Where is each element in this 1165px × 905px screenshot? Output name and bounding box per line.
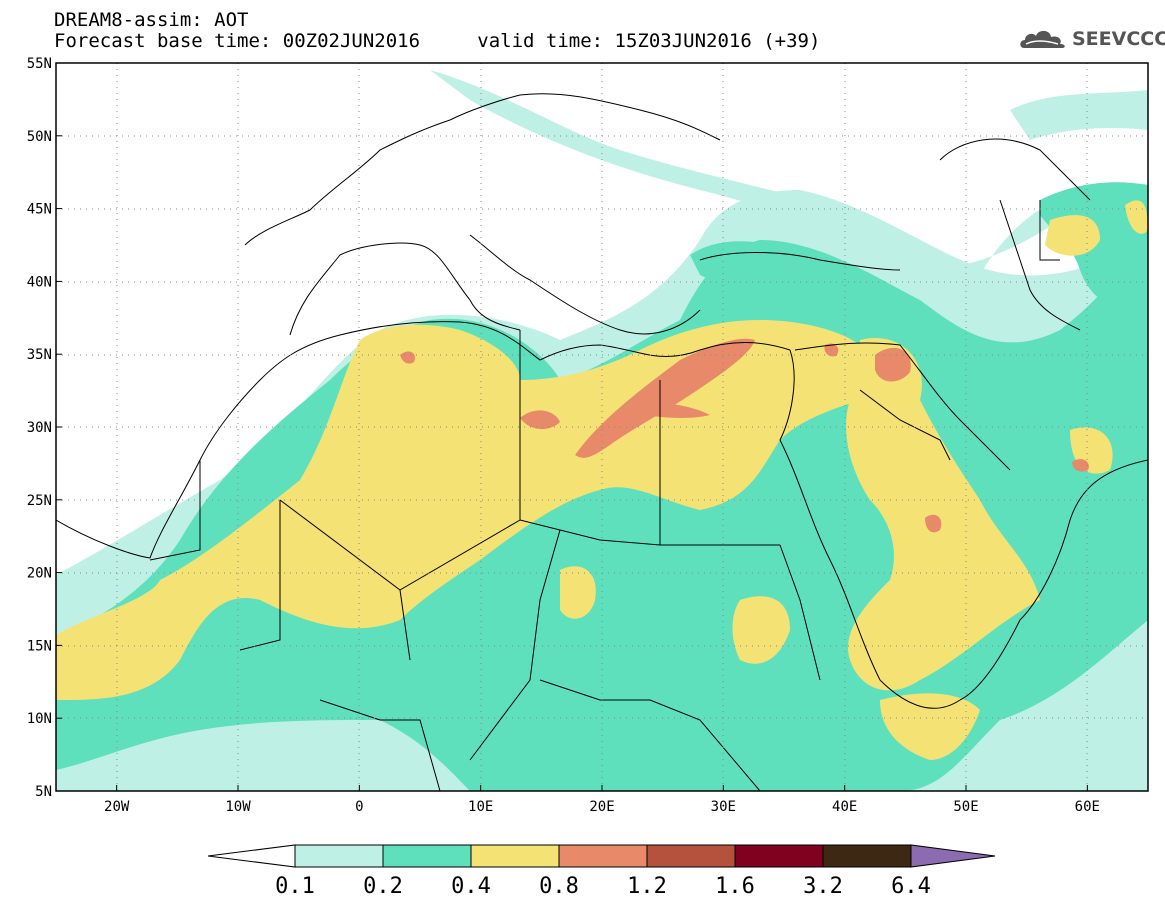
lat-label-50N: 50N (27, 129, 52, 145)
valid-time-text: valid time: 15Z03JUN2016 (+39) (477, 30, 821, 52)
grid-lines (56, 63, 1148, 791)
aot-field (56, 70, 1148, 791)
colorbar-label: 1.6 (715, 874, 755, 899)
lat-label-15N: 15N (27, 638, 52, 654)
colorbar-label: 6.4 (891, 874, 931, 899)
map-title: DREAM8-assim: AOT (54, 9, 249, 31)
lat-label-10N: 10N (27, 711, 52, 727)
lat-label-25N: 25N (27, 493, 52, 509)
colorbar-high-arrow (910, 844, 996, 868)
longitude-labels: 20W 10W 0 10E 20E 30E 40E 50E 60E (104, 785, 1100, 815)
coastlines (56, 93, 1148, 791)
lon-label-0: 0 (355, 799, 363, 815)
lon-label-10E: 10E (468, 799, 493, 815)
colorbar-segment-4 (558, 844, 648, 868)
lat-label-40N: 40N (27, 274, 52, 290)
lat-label-5N: 5N (35, 784, 52, 800)
colorbar-segment-2 (382, 844, 472, 868)
lon-label-60E: 60E (1075, 799, 1100, 815)
colorbar-label: 1.2 (627, 874, 667, 899)
lat-label-55N: 55N (27, 56, 52, 72)
lon-label-10W: 10W (225, 799, 251, 815)
base-time-text: Forecast base time: 00Z02JUN2016 (54, 30, 421, 52)
aot-level-0-8 (400, 338, 1089, 533)
colorbar-segment-1 (294, 844, 384, 868)
colorbar-label: 0.2 (363, 874, 403, 899)
lon-label-20W: 20W (104, 799, 130, 815)
latitude-labels: 5N 10N 15N 20N 25N 30N 35N 40N 45N 50N 55N (27, 56, 62, 800)
colorbar-segment-6 (734, 844, 824, 868)
seevccc-logo: SEEVCCC (1018, 26, 1165, 52)
lat-label-35N: 35N (27, 347, 52, 363)
colorbar-label: 0.8 (539, 874, 579, 899)
colorbar-low-arrow (207, 844, 296, 868)
lon-label-50E: 50E (953, 799, 978, 815)
lat-label-45N: 45N (27, 202, 52, 218)
lon-label-40E: 40E (832, 799, 857, 815)
logo-text: SEEVCCC (1072, 28, 1165, 50)
colorbar-segment-5 (646, 844, 736, 868)
colorbar-segment-7 (822, 844, 912, 868)
lat-label-20N: 20N (27, 566, 52, 582)
lat-label-30N: 30N (27, 420, 52, 436)
colorbar: 0.1 0.2 0.4 0.8 1.2 1.6 3.2 6.4 (207, 844, 996, 899)
colorbar-label: 0.1 (275, 874, 315, 899)
colorbar-label: 0.4 (451, 874, 491, 899)
cloud-icon (1020, 30, 1065, 48)
lon-label-20E: 20E (589, 799, 614, 815)
lon-label-30E: 30E (711, 799, 736, 815)
colorbar-segment-3 (470, 844, 560, 868)
colorbar-label: 3.2 (803, 874, 843, 899)
map-subtitle: Forecast base time: 00Z02JUN2016 valid t… (54, 31, 820, 51)
